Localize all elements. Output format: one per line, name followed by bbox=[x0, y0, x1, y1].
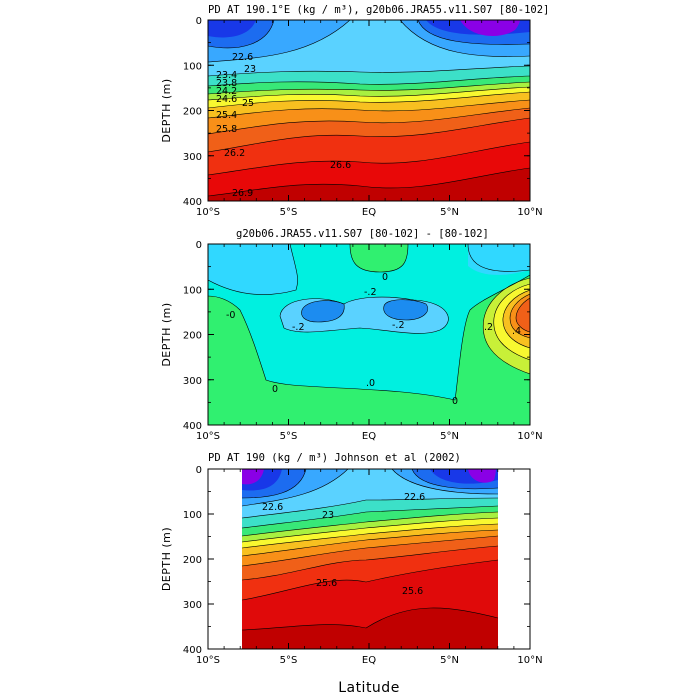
x-tick-label: EQ bbox=[362, 655, 376, 666]
panel-2: g20b06.JRA55.v11.S07 [80-102] - [80-102] bbox=[207, 228, 531, 426]
y-axis-label: DEPTH (m) bbox=[160, 302, 173, 366]
y-tick-label: 0 bbox=[196, 240, 202, 251]
panel-1-contour-label: 26.6 bbox=[330, 160, 351, 171]
panel-2-contour-label: 0 bbox=[272, 384, 278, 395]
x-tick-label: 5°S bbox=[280, 431, 298, 442]
x-tick-label: 5°S bbox=[280, 207, 298, 218]
panel-1-title: PD AT 190.1°E (kg / m³), g20b06.JRA55.v1… bbox=[208, 4, 549, 16]
panel-3-contour-label: 22.6 bbox=[262, 502, 283, 513]
panel-1-contour-label: 25 bbox=[242, 98, 254, 109]
panel-2-contour-label: .0 bbox=[366, 378, 375, 389]
panel-2-contour-label: -.2 bbox=[292, 322, 305, 333]
y-tick-label: 400 bbox=[183, 421, 202, 432]
y-tick-label: 300 bbox=[183, 376, 202, 387]
y-tick-label: 200 bbox=[183, 331, 202, 342]
x-tick-label: 5°N bbox=[440, 655, 459, 666]
panel-2-contour-label: -.2 bbox=[364, 287, 377, 298]
y-tick-label: 100 bbox=[183, 510, 202, 521]
panel-1-contour-labels: 22.6 23 23.4 23.8 24.2 24.6 25 25.4 25.8… bbox=[216, 52, 351, 199]
panel-1-contour-label: 23.4 bbox=[216, 70, 237, 81]
y-tick-label: 100 bbox=[183, 61, 202, 72]
y-tick-label: 100 bbox=[183, 285, 202, 296]
y-axis-label: DEPTH (m) bbox=[160, 78, 173, 142]
panel-3-contours bbox=[242, 469, 498, 649]
x-tick-label: 10°S bbox=[196, 655, 220, 666]
panel-2-contour-labels: 0 -.2 .2 .4 -.2 -.2 -0 0 .0 0 bbox=[226, 272, 521, 407]
x-tick-label: 10°N bbox=[517, 431, 542, 442]
y-tick-label: 400 bbox=[183, 645, 202, 656]
panel-1-contour-label: 26.2 bbox=[224, 148, 245, 159]
y-tick-label: 200 bbox=[183, 555, 202, 566]
panel-1-contour-label: 24.6 bbox=[216, 94, 237, 105]
x-tick-label: 5°S bbox=[280, 655, 298, 666]
x-tick-label: EQ bbox=[362, 207, 376, 218]
y-tick-label: 0 bbox=[196, 16, 202, 27]
panel-1-contours bbox=[208, 20, 530, 201]
panel-2-contours bbox=[208, 244, 530, 425]
panel-3-contour-label: 22.6 bbox=[404, 492, 425, 503]
y-tick-label: 0 bbox=[196, 465, 202, 476]
panel-2-contour-label: .2 bbox=[484, 322, 493, 333]
panel-3-title: PD AT 190 (kg / m³) Johnson et al (2002) bbox=[208, 452, 461, 464]
x-tick-label: 10°N bbox=[517, 207, 542, 218]
y-axis-label: DEPTH (m) bbox=[160, 527, 173, 591]
panel-2-contour-label: -0 bbox=[226, 310, 235, 321]
x-tick-label: 5°N bbox=[440, 207, 459, 218]
x-tick-label: EQ bbox=[362, 431, 376, 442]
panel-2-contour-label: 0 bbox=[452, 396, 458, 407]
panel-2-contour-label: .4 bbox=[512, 326, 521, 337]
x-tick-label: 10°S bbox=[196, 207, 220, 218]
panel-1-contour-label: 22.6 bbox=[232, 52, 253, 63]
panel-1-contour-label: 23.8 bbox=[216, 78, 237, 89]
panel-3-contour-label: 25.6 bbox=[402, 586, 423, 597]
panel-3-contour-labels: 22.6 23 22.6 25.6 25.6 bbox=[262, 492, 425, 597]
panel-3-contour-label: 23 bbox=[322, 510, 334, 521]
panel-2-contour-label: 0 bbox=[382, 272, 388, 283]
panel-1-contour-label: 26.9 bbox=[232, 188, 253, 199]
x-tick-label: 5°N bbox=[440, 431, 459, 442]
panel-1-contour-label: 25.8 bbox=[216, 124, 237, 135]
x-tick-label: 10°N bbox=[517, 655, 542, 666]
x-axis-label: Latitude bbox=[338, 680, 400, 696]
y-tick-label: 300 bbox=[183, 152, 202, 163]
panel-1-contour-label: 25.4 bbox=[216, 110, 237, 121]
panel-1-contour-label: 24.2 bbox=[216, 86, 237, 97]
y-tick-label: 400 bbox=[183, 197, 202, 208]
y-tick-label: 200 bbox=[183, 107, 202, 118]
x-tick-label: 10°S bbox=[196, 431, 220, 442]
panel-3-contour-label: 25.6 bbox=[316, 578, 337, 589]
panel-2-title: g20b06.JRA55.v11.S07 [80-102] - [80-102] bbox=[236, 228, 489, 240]
axes: 10°S 5°S EQ 5°N 10°N 0 100 200 300 400 DEPTH (m) 10… bbox=[160, 16, 543, 666]
y-tick-label: 300 bbox=[183, 600, 202, 611]
panel-1-contour-label: 23 bbox=[244, 64, 256, 75]
panel-1: PD AT 190.1°E (kg / m³), g20b06.JRA55.v1… bbox=[207, 4, 549, 202]
panel-3: PD AT 190 (kg / m³) Johnson et al (2002) bbox=[207, 452, 531, 650]
panel-2-contour-label: -.2 bbox=[392, 320, 405, 331]
